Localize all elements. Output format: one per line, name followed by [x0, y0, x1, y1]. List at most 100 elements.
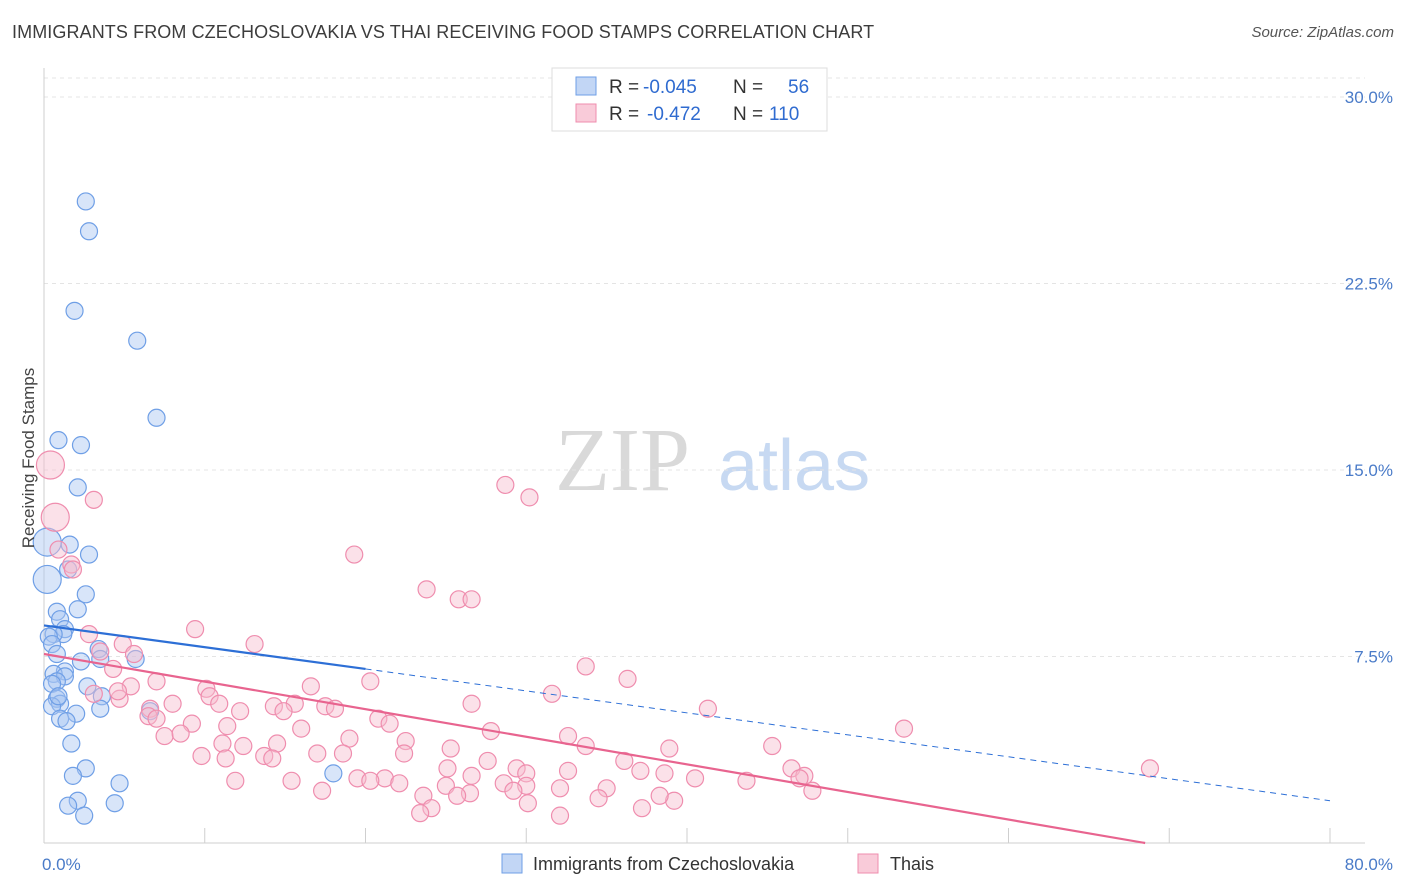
data-point: [390, 774, 409, 793]
y-tick-label: 15.0%: [1345, 461, 1393, 480]
legend-swatch-pink: [575, 103, 597, 123]
bottom-legend-label-blue: Immigrants from Czechoslovakia: [533, 854, 795, 874]
data-point: [345, 545, 364, 564]
trend-line-czechoslovakia-extension: [365, 668, 1331, 802]
legend-n-label-2: N =: [733, 104, 763, 125]
y-tick-label: 7.5%: [1354, 648, 1393, 667]
data-point: [361, 771, 380, 790]
data-point: [504, 781, 523, 800]
data-point: [79, 625, 99, 644]
data-point: [576, 657, 595, 676]
data-point: [558, 761, 578, 780]
legend-n-value-1: 56: [788, 77, 809, 98]
data-point: [210, 694, 229, 713]
data-point: [110, 774, 129, 793]
data-point: [650, 786, 669, 805]
data-point: [417, 580, 436, 599]
data-point: [35, 450, 66, 480]
data-point: [59, 796, 78, 815]
data-point: [62, 734, 81, 753]
bottom-legend: Immigrants from Czechoslovakia Thais: [501, 853, 934, 874]
legend-r-label-1: R =: [609, 77, 639, 98]
data-point: [163, 694, 182, 713]
data-point: [75, 806, 94, 825]
data-point: [550, 779, 570, 798]
legend-r-value-1: -0.045: [643, 77, 697, 98]
data-point: [231, 702, 250, 721]
data-point: [441, 739, 460, 758]
data-point: [462, 590, 481, 609]
data-point: [63, 560, 83, 579]
data-point: [49, 540, 68, 559]
data-point: [200, 687, 219, 706]
y-tick-label: 22.5%: [1345, 275, 1393, 294]
data-point: [394, 744, 414, 763]
data-point: [108, 682, 128, 701]
data-point: [542, 684, 562, 703]
data-point: [68, 600, 87, 619]
data-point: [478, 751, 497, 771]
data-point: [518, 794, 537, 813]
data-point: [462, 694, 481, 713]
data-point: [104, 659, 123, 679]
data-point: [494, 774, 513, 793]
data-point: [155, 726, 174, 746]
axes: [43, 68, 1365, 844]
data-point: [312, 781, 332, 800]
legend-r-value-2: -0.472: [647, 104, 701, 125]
data-point: [550, 806, 570, 825]
data-point: [324, 764, 343, 783]
data-point: [369, 709, 388, 728]
data-point: [59, 560, 78, 579]
series-czechoslovakia: [32, 192, 343, 825]
data-point: [147, 408, 166, 427]
data-point: [685, 769, 705, 788]
data-point: [375, 769, 394, 788]
data-point: [218, 717, 237, 736]
data-point: [79, 545, 99, 564]
watermark-atlas: atlas: [718, 426, 870, 506]
data-point: [192, 746, 211, 766]
legend-n-value-2: 110: [769, 104, 799, 125]
x-ticks: [43, 828, 1331, 843]
data-point: [264, 697, 283, 716]
data-point: [894, 719, 914, 738]
bottom-legend-label-pink: Thais: [890, 854, 934, 874]
data-point: [517, 764, 536, 783]
data-point: [589, 789, 608, 808]
data-point: [520, 488, 539, 507]
y-tick-label: 30.0%: [1345, 88, 1393, 107]
x-tick-label-max: 80.0%: [1345, 855, 1393, 874]
data-point: [737, 771, 756, 790]
x-tick-label-min: 0.0%: [42, 855, 81, 874]
data-point: [301, 677, 320, 696]
gridlines: [44, 77, 1365, 657]
data-point: [57, 712, 76, 731]
data-point: [226, 771, 245, 790]
data-point: [263, 749, 282, 768]
legend-n-label-1: N =: [733, 77, 763, 98]
data-point: [63, 766, 83, 785]
data-point: [110, 689, 129, 708]
data-point: [186, 620, 205, 639]
data-point: [234, 736, 253, 756]
data-point: [282, 771, 301, 790]
data-point: [216, 749, 235, 768]
data-point: [171, 724, 190, 743]
legend-r-label-2: R =: [609, 104, 639, 125]
y-tick-labels: 7.5% 15.0% 22.5% 30.0%: [1345, 88, 1393, 667]
data-point: [40, 502, 70, 532]
bottom-legend-swatch-pink: [857, 853, 879, 874]
data-point: [68, 478, 87, 497]
data-point: [49, 687, 68, 706]
legend-box: R = -0.045 N = 56 R = -0.472 N = 110: [551, 67, 828, 132]
data-point: [78, 677, 97, 696]
data-point: [79, 222, 99, 241]
series-thais: [35, 450, 1160, 825]
data-point: [213, 734, 232, 753]
data-point: [380, 714, 399, 733]
data-point: [32, 564, 62, 595]
trend-line-czechoslovakia: [43, 624, 366, 671]
y-axis-label: Receiving Food Stamps: [19, 368, 38, 548]
